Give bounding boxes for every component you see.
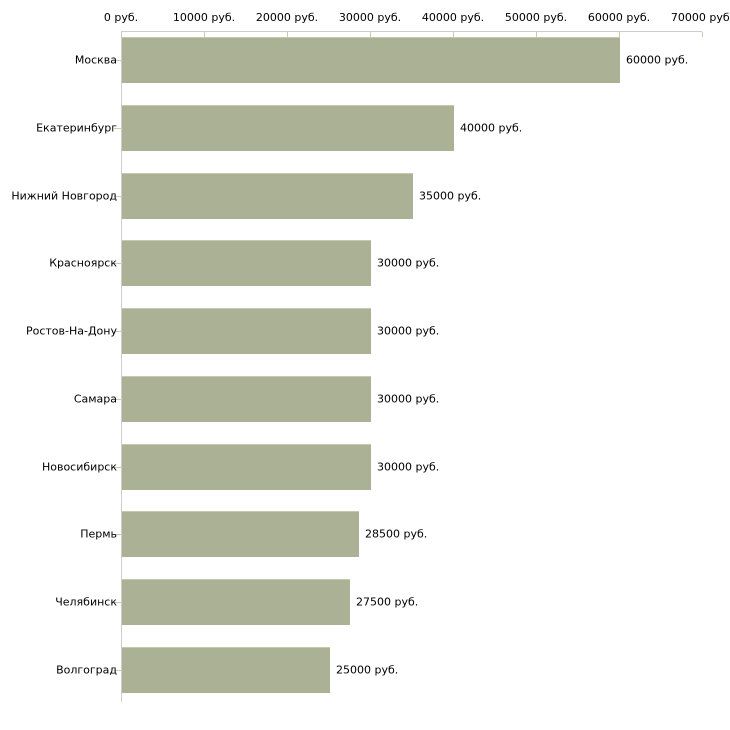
bar <box>122 647 330 693</box>
category-label: Волгоград <box>56 663 117 677</box>
value-label: 35000 руб. <box>419 189 482 203</box>
y-axis-line <box>121 31 122 702</box>
bar <box>122 579 350 625</box>
category-label: Красноярск <box>49 256 117 270</box>
x-axis-tick-label: 50000 руб. <box>504 11 568 24</box>
category-label: Самара <box>73 392 117 406</box>
x-axis-tick-label: 10000 руб. <box>172 11 236 24</box>
y-axis-tick <box>114 263 121 264</box>
category-label: Ростов-На-Дону <box>25 324 117 338</box>
x-axis-tick <box>702 32 703 37</box>
value-label: 30000 руб. <box>377 256 440 270</box>
bar <box>122 240 371 286</box>
value-label: 40000 руб. <box>460 121 523 135</box>
x-axis-tick <box>121 32 122 37</box>
category-label: Нижний Новгород <box>11 189 117 203</box>
x-axis-tick-label: 0 руб. <box>103 11 139 24</box>
y-axis-tick <box>114 60 121 61</box>
x-axis-tick <box>204 32 205 37</box>
bar <box>122 376 371 422</box>
x-axis-tick <box>619 32 620 37</box>
bar <box>122 511 359 557</box>
x-axis-tick <box>536 32 537 37</box>
x-axis-tick-label: 40000 руб. <box>421 11 485 24</box>
category-label: Екатеринбург <box>36 121 117 135</box>
bar <box>122 37 620 83</box>
value-label: 30000 руб. <box>377 460 440 474</box>
value-label: 27500 руб. <box>356 595 419 609</box>
y-axis-tick <box>114 467 121 468</box>
y-axis-tick <box>114 196 121 197</box>
y-axis-tick <box>114 670 121 671</box>
y-axis-tick <box>114 331 121 332</box>
value-label: 28500 руб. <box>365 527 428 541</box>
y-axis-tick <box>114 534 121 535</box>
bar <box>122 105 454 151</box>
value-label: 25000 руб. <box>336 663 399 677</box>
x-axis-line <box>121 31 702 32</box>
bar <box>122 444 371 490</box>
x-axis-tick <box>370 32 371 37</box>
x-axis-tick <box>287 32 288 37</box>
y-axis-tick <box>114 399 121 400</box>
x-axis-tick-label: 70000 руб. <box>670 11 730 24</box>
y-axis-tick <box>114 602 121 603</box>
category-label: Пермь <box>80 527 117 541</box>
value-label: 60000 руб. <box>626 53 689 67</box>
category-label: Новосибирск <box>41 460 117 474</box>
value-label: 30000 руб. <box>377 324 440 338</box>
value-label: 30000 руб. <box>377 392 440 406</box>
category-label: Москва <box>74 53 117 67</box>
x-axis-tick-label: 60000 руб. <box>587 11 651 24</box>
bar <box>122 173 413 219</box>
category-label: Челябинск <box>55 595 117 609</box>
bar <box>122 308 371 354</box>
x-axis-tick-label: 20000 руб. <box>255 11 319 24</box>
y-axis-tick <box>114 128 121 129</box>
x-axis-tick-label: 30000 руб. <box>338 11 402 24</box>
x-axis-tick <box>453 32 454 37</box>
